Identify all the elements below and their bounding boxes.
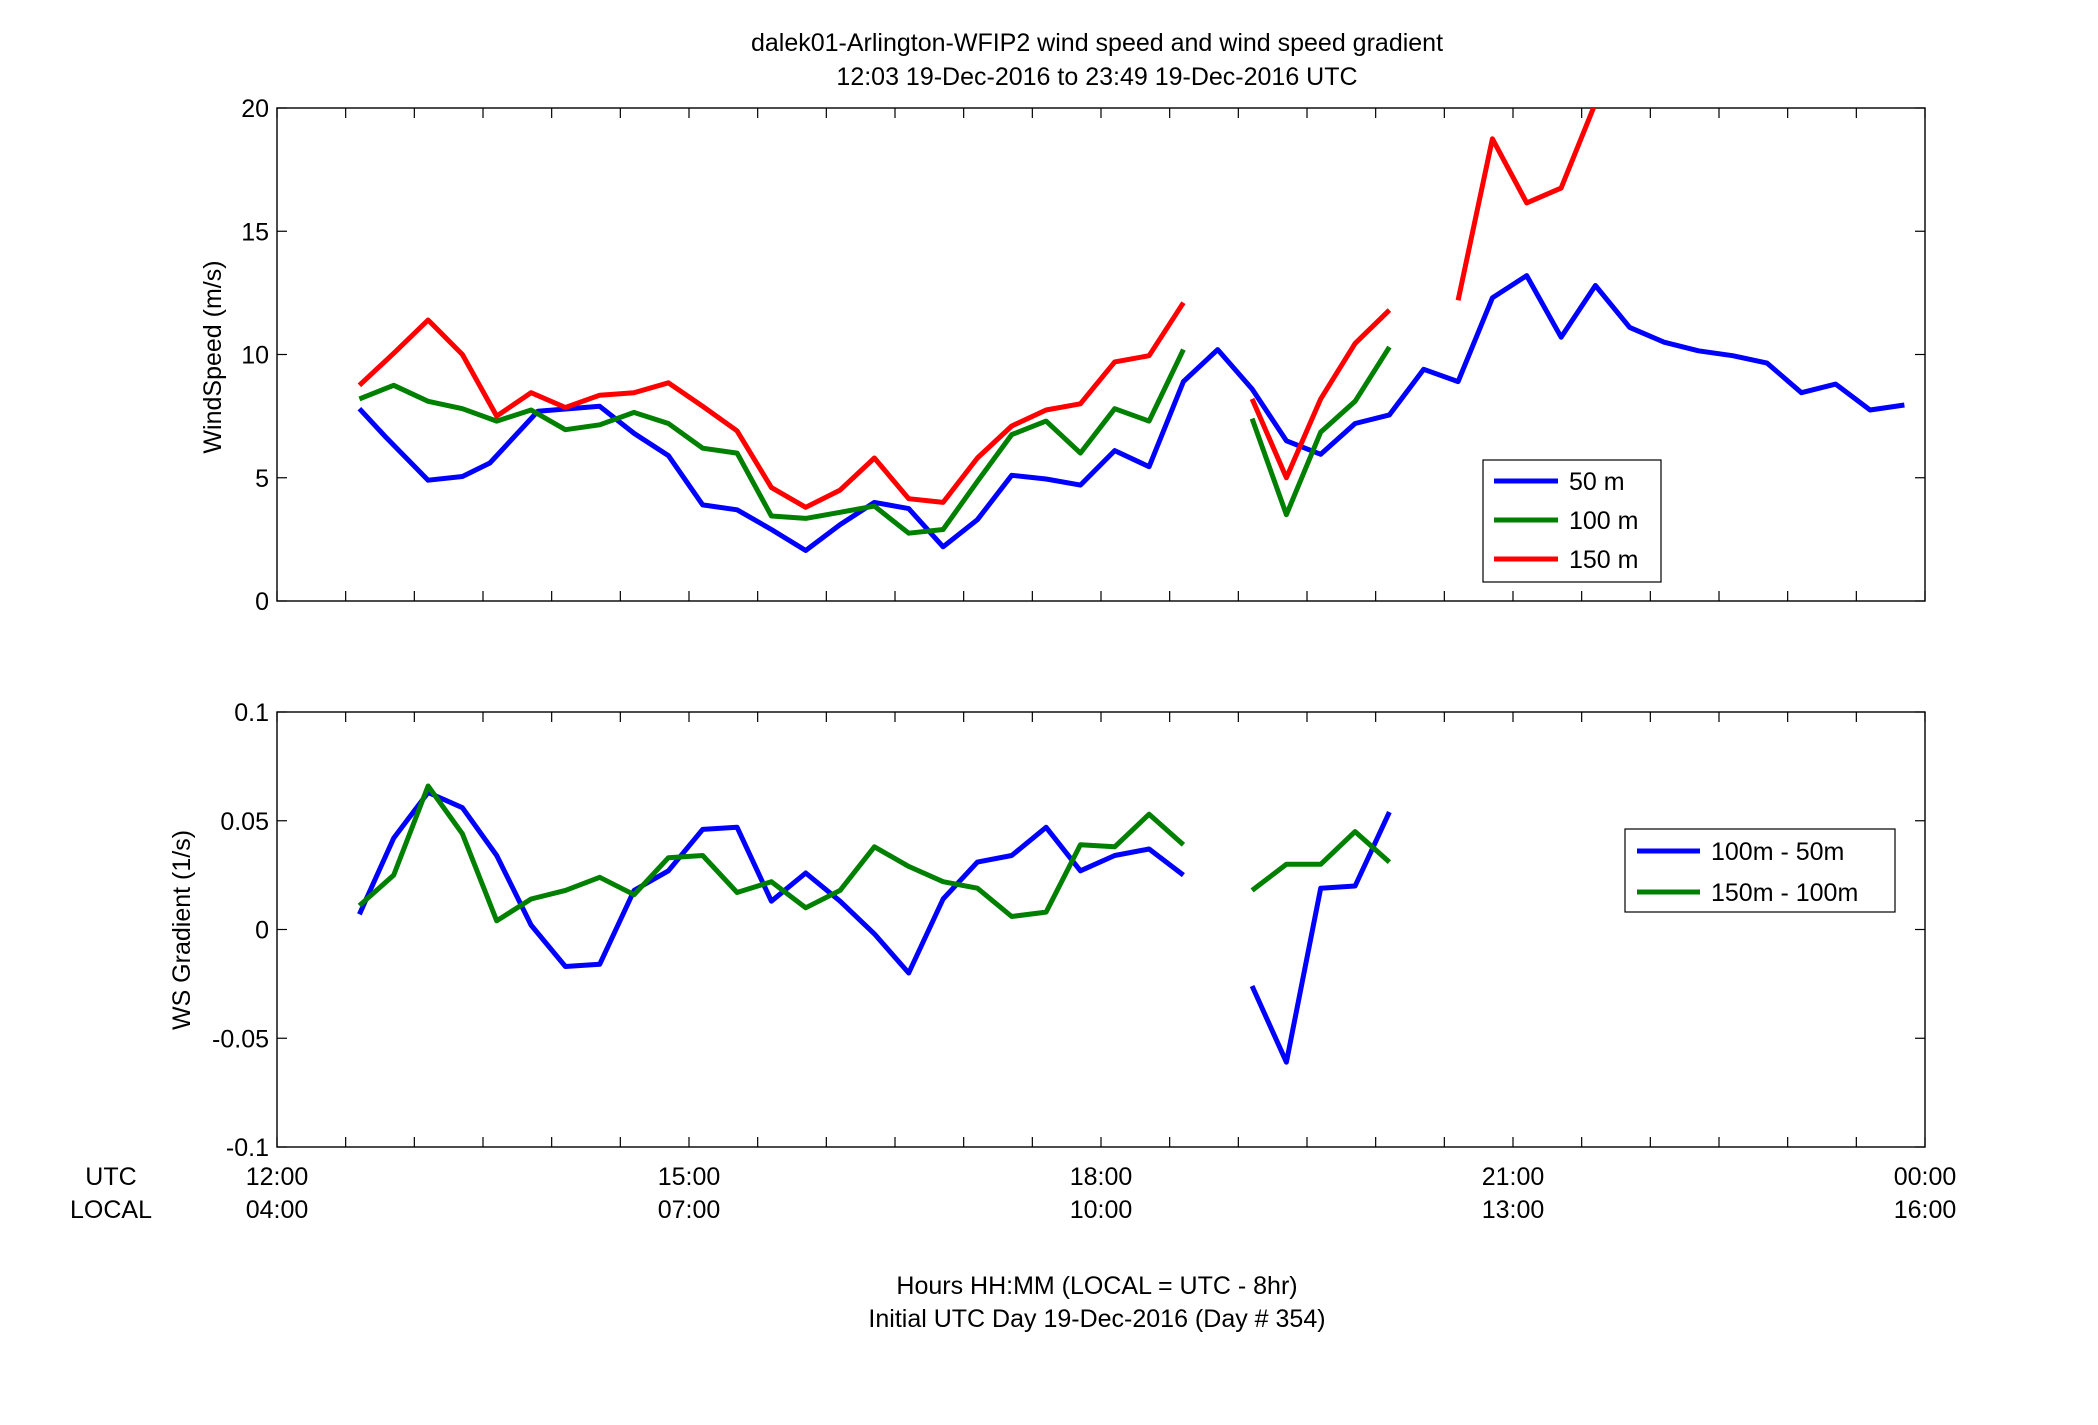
xlabel-line1: Hours HH:MM (LOCAL = UTC - 8hr) [896,1272,1297,1300]
windspeed-axes-box [277,108,1925,601]
xtick-label-local: 07:00 [658,1196,721,1224]
legend-label-150m-100m: 150m - 100m [1711,879,1858,907]
x-row-label-local: LOCAL [70,1196,152,1224]
legend-label-100m-50m: 100m - 50m [1711,838,1844,866]
windspeed-ytick-label: 5 [255,465,269,493]
x-row-label-utc: UTC [85,1163,136,1191]
xtick-label-local: 13:00 [1482,1196,1545,1224]
legend-label-100m: 100 m [1569,507,1638,535]
gradient-panel: -0.1 -0.05 0 0.05 0.1 WS Gradient (1/s) 100m… [168,699,1925,1162]
series-line-100m-50m [359,793,1389,1063]
windspeed-legend: 50 m 100 m 150 m [1483,460,1661,582]
gradient-ytick-label: 0.1 [234,699,269,727]
xtick-label-utc: 15:00 [658,1163,721,1191]
windspeed-ytick-label: 20 [241,95,269,123]
gradient-legend: 100m - 50m 150m - 100m [1625,829,1895,912]
windspeed-ytick-label: 15 [241,218,269,246]
windspeed-panel: 0 5 10 15 20 WindSpeed (m/s) 50 m 100 m 150 … [199,95,1925,616]
windspeed-series [359,103,1904,550]
xtick-label-utc: 18:00 [1070,1163,1133,1191]
gradient-series [359,786,1389,1062]
gradient-x-ticks [277,712,1925,1147]
chart-title-line1: dalek01-Arlington-WFIP2 wind speed and w… [751,29,1443,57]
gradient-axes-box [277,712,1925,1147]
gradient-ytick-label: -0.05 [212,1025,269,1053]
windspeed-ytick-label: 10 [241,342,269,370]
gradient-y-ticks: -0.1 -0.05 0 0.05 0.1 [212,699,1925,1162]
xtick-label-utc: 00:00 [1894,1163,1957,1191]
gradient-ylabel: WS Gradient (1/s) [168,830,196,1030]
x-tick-labels: 12:00 04:00 15:00 07:00 18:00 10:00 21:00 13:00… [246,1163,1957,1224]
windspeed-ytick-label: 0 [255,588,269,616]
xtick-label-local: 16:00 [1894,1196,1957,1224]
legend-label-50m: 50 m [1569,468,1625,496]
series-line-150m-100m [359,786,1389,921]
windspeed-y-ticks: 0 5 10 15 20 [241,95,1925,616]
xtick-label-local: 04:00 [246,1196,309,1224]
gradient-ytick-label: 0.05 [220,808,269,836]
gradient-ytick-label: 0 [255,917,269,945]
chart-title-line2: 12:03 19-Dec-2016 to 23:49 19-Dec-2016 U… [836,63,1357,91]
legend-label-150m: 150 m [1569,546,1638,574]
windspeed-x-ticks [277,108,1925,601]
xtick-label-utc: 21:00 [1482,1163,1545,1191]
xtick-label-utc: 12:00 [246,1163,309,1191]
gradient-ytick-label: -0.1 [226,1134,269,1162]
windspeed-ylabel: WindSpeed (m/s) [199,260,227,453]
xtick-label-local: 10:00 [1070,1196,1133,1224]
xlabel-line2: Initial UTC Day 19-Dec-2016 (Day # 354) [868,1305,1325,1333]
series-line-150-m [359,103,1595,507]
